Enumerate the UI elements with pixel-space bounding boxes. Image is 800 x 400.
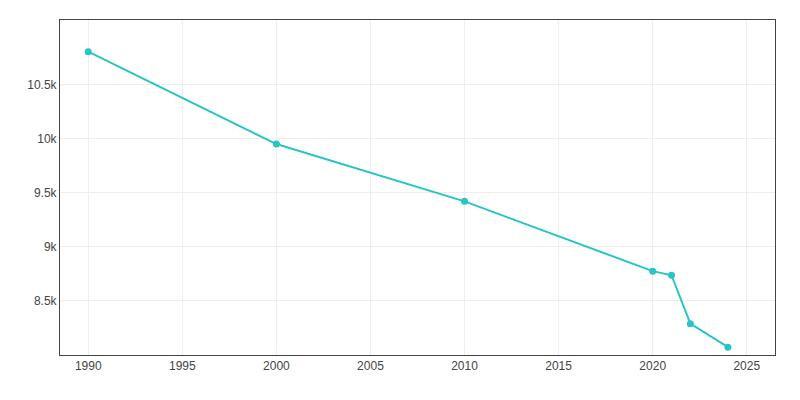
svg-text:2020: 2020 <box>639 359 666 373</box>
svg-text:1995: 1995 <box>169 359 196 373</box>
svg-text:10k: 10k <box>37 132 57 146</box>
svg-text:2010: 2010 <box>451 359 478 373</box>
svg-text:2005: 2005 <box>357 359 384 373</box>
svg-text:8.5k: 8.5k <box>34 294 58 308</box>
svg-text:10.5k: 10.5k <box>27 78 57 92</box>
svg-text:9k: 9k <box>44 240 58 254</box>
svg-text:2025: 2025 <box>733 359 760 373</box>
svg-text:2000: 2000 <box>263 359 290 373</box>
svg-text:1990: 1990 <box>75 359 102 373</box>
svg-text:9.5k: 9.5k <box>34 186 58 200</box>
svg-text:2015: 2015 <box>545 359 572 373</box>
